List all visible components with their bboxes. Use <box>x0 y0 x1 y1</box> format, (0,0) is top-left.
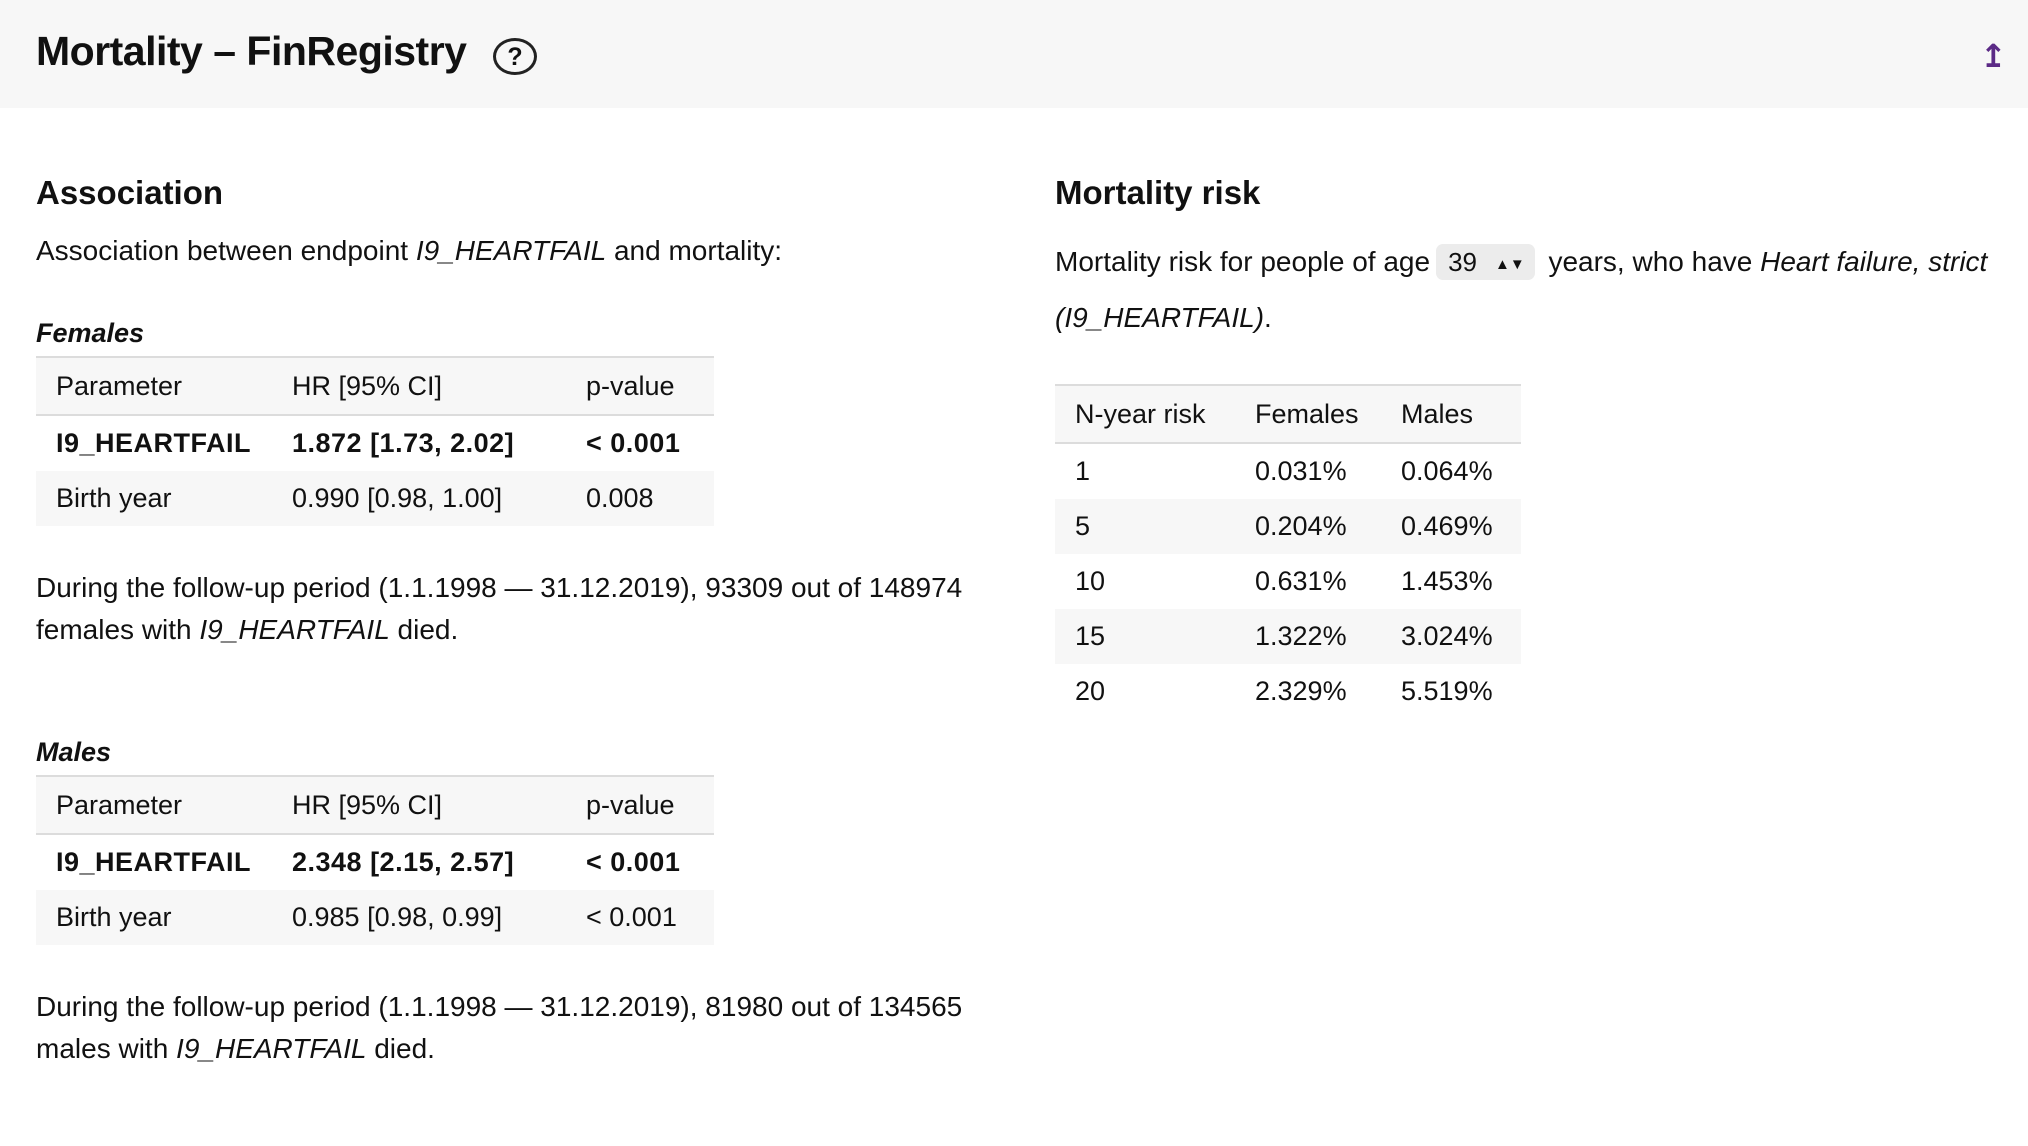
cell-parameter: I9_HEARTFAIL <box>56 847 252 877</box>
mortality-risk-title: Mortality risk <box>1055 174 1261 211</box>
age-select[interactable]: 39 ▲▼ <box>1436 243 1535 280</box>
females-followup-endpoint: I9_HEARTFAIL <box>199 614 390 645</box>
males-followup-text: During the follow-up period (1.1.1998 — … <box>36 986 996 1070</box>
cell-n-year: 10 <box>1075 566 1106 596</box>
cell-parameter: Birth year <box>36 890 272 945</box>
page-header: Mortality – FinRegistry ? ↥ <box>0 0 2028 108</box>
cell-parameter: I9_HEARTFAIL <box>56 428 252 458</box>
table-row: Birth year 0.985 [0.98, 0.99] < 0.001 <box>36 890 714 945</box>
males-followup-after: died. <box>366 1033 435 1064</box>
cell-n-year: 5 <box>1055 499 1235 554</box>
column-header-p-value: p-value <box>566 356 714 416</box>
table-header-row: Parameter HR [95% CI] p-value <box>36 775 714 835</box>
cell-parameter: Birth year <box>36 471 272 526</box>
risk-text-middle: years, who have <box>1540 246 1761 277</box>
table-row: I9_HEARTFAIL 1.872 [1.73, 2.02] < 0.001 <box>36 415 714 471</box>
help-icon[interactable]: ? <box>493 38 537 75</box>
cell-hr: 0.990 [0.98, 1.00] <box>272 471 566 526</box>
table-row: I9_HEARTFAIL 2.348 [2.15, 2.57] < 0.001 <box>36 834 714 890</box>
cell-males: 5.519% <box>1401 676 1493 706</box>
cell-males: 3.024% <box>1381 609 1521 664</box>
cell-females: 0.204% <box>1235 499 1381 554</box>
cell-n-year: 15 <box>1055 609 1235 664</box>
cell-males: 0.064% <box>1401 456 1493 486</box>
table-header-row: N-year risk Females Males <box>1055 384 1521 444</box>
males-subtitle: Males <box>36 737 112 767</box>
cell-hr: 2.348 [2.15, 2.57] <box>292 847 515 877</box>
cell-p-value: < 0.001 <box>566 890 714 945</box>
table-row: 15 1.322% 3.024% <box>1055 609 1521 664</box>
association-intro-endpoint: I9_HEARTFAIL <box>415 235 607 266</box>
column-header-hr: HR [95% CI] <box>272 775 566 835</box>
cell-hr: 0.985 [0.98, 0.99] <box>272 890 566 945</box>
association-title: Association <box>36 174 224 211</box>
mortality-risk-table: N-year risk Females Males 1 0.031% 0.064… <box>1055 384 1521 719</box>
risk-text-after: . <box>1264 302 1272 333</box>
cell-females: 0.631% <box>1255 566 1347 596</box>
column-header-hr: HR [95% CI] <box>272 356 566 416</box>
cell-p-value: < 0.001 <box>586 847 681 877</box>
females-followup-after: died. <box>389 614 459 645</box>
table-row: 10 0.631% 1.453% <box>1055 554 1521 609</box>
mortality-risk-text: Mortality risk for people of age 39 ▲▼ yea… <box>1055 234 2015 346</box>
table-row: Birth year 0.990 [0.98, 1.00] 0.008 <box>36 471 714 526</box>
cell-p-value: < 0.001 <box>586 428 681 458</box>
males-followup-before: During the follow-up period (1.1.1998 — … <box>36 991 963 1064</box>
cell-n-year: 20 <box>1075 676 1106 706</box>
risk-condition: Heart failure, strict (I9_HEARTFAIL) <box>1055 246 1988 333</box>
table-header-row: Parameter HR [95% CI] p-value <box>36 356 714 416</box>
column-header-p-value: p-value <box>566 775 714 835</box>
cell-p-value: 0.008 <box>566 471 714 526</box>
age-select-value: 39 <box>1448 246 1477 277</box>
column-header-females: Females <box>1235 384 1381 444</box>
association-intro-after: and mortality: <box>606 235 783 266</box>
column-header-parameter: Parameter <box>36 775 272 835</box>
column-header-parameter: Parameter <box>36 356 272 416</box>
cell-females: 2.329% <box>1255 676 1347 706</box>
cell-females: 0.031% <box>1255 456 1347 486</box>
table-row: 1 0.031% 0.064% <box>1055 443 1521 499</box>
table-row: 20 2.329% 5.519% <box>1055 664 1521 719</box>
females-followup-text: During the follow-up period (1.1.1998 — … <box>36 567 996 651</box>
page-title: Mortality – FinRegistry <box>36 28 467 74</box>
risk-text-before: Mortality risk for people of age <box>1055 246 1431 277</box>
select-arrows-icon: ▲▼ <box>1494 255 1525 273</box>
column-header-males: Males <box>1381 384 1521 444</box>
females-followup-before: During the follow-up period (1.1.1998 — … <box>36 572 963 645</box>
cell-males: 1.453% <box>1401 566 1493 596</box>
association-intro-before: Association between endpoint <box>36 235 416 266</box>
cell-n-year: 1 <box>1075 456 1091 486</box>
association-intro: Association between endpoint I9_HEARTFAI… <box>36 230 782 272</box>
females-subtitle: Females <box>36 318 145 348</box>
males-followup-endpoint: I9_HEARTFAIL <box>176 1033 367 1064</box>
column-header-n-year-risk: N-year risk <box>1055 384 1235 444</box>
table-row: 5 0.204% 0.469% <box>1055 499 1521 554</box>
males-association-table: Parameter HR [95% CI] p-value I9_HEARTFA… <box>36 775 714 945</box>
cell-hr: 1.872 [1.73, 2.02] <box>292 428 515 458</box>
scroll-to-top-icon[interactable]: ↥ <box>1980 38 2007 74</box>
females-association-table: Parameter HR [95% CI] p-value I9_HEARTFA… <box>36 356 714 526</box>
cell-females: 1.322% <box>1235 609 1381 664</box>
cell-males: 0.469% <box>1381 499 1521 554</box>
